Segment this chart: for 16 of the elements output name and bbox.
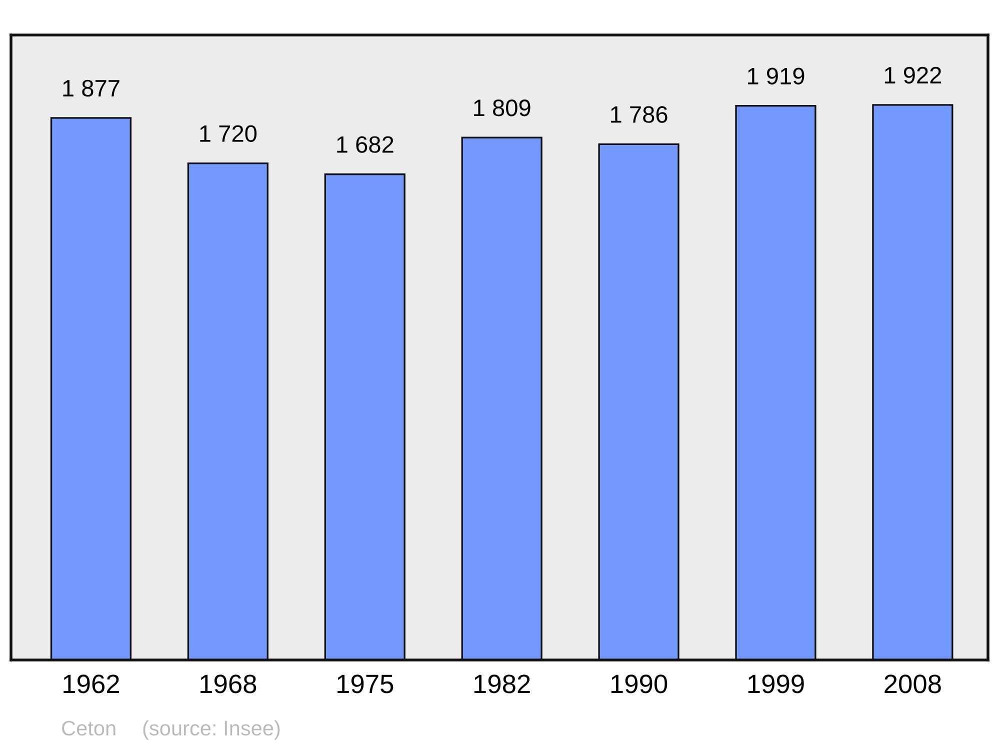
- x-tick-label: 1975: [338, 674, 394, 694]
- text: Ceton: [62, 720, 116, 736]
- data-label: 1 877: [63, 80, 120, 97]
- data-label: 1 919: [748, 68, 804, 84]
- x-tick-label: 1990: [611, 674, 668, 694]
- x-tick-label: 1968: [200, 674, 256, 694]
- data-label: 1 922: [884, 66, 942, 84]
- x-tick-label: 2008: [884, 674, 941, 694]
- data-label: 1 720: [200, 125, 257, 142]
- x-tick-label: 1962: [64, 674, 120, 694]
- data-label: 1 682: [337, 136, 394, 153]
- text: (source: Insee): [143, 720, 280, 740]
- data-label: 1 786: [611, 106, 668, 123]
- x-tick-label: 1999: [748, 674, 804, 694]
- x-tick-label: 1982: [474, 674, 530, 694]
- data-label: 1 809: [474, 100, 530, 116]
